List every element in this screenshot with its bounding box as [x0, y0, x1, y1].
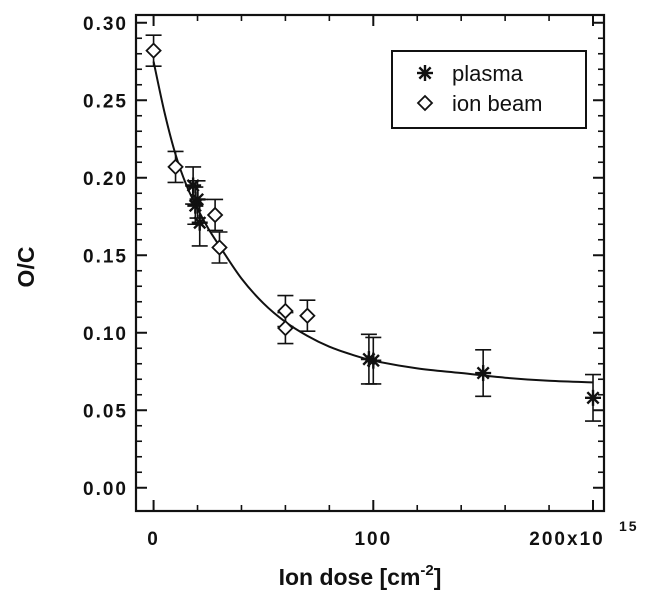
ion-beam-point: [145, 42, 162, 59]
legend-box: [391, 50, 587, 129]
y-tick-label: 0.30: [83, 14, 128, 35]
plasma-point: [475, 365, 492, 382]
x-tick-label: 100: [354, 529, 392, 550]
legend-marker-plasma: [417, 65, 433, 81]
y-tick-label: 0.10: [83, 324, 128, 345]
plasma-point: [365, 352, 382, 369]
plot-frame: [134, 13, 606, 513]
plasma-point: [585, 389, 602, 406]
x-tick-label: 200x10: [529, 529, 604, 550]
legend-marker-ion-beam: [416, 94, 434, 112]
y-tick-label: 0.15: [83, 246, 128, 267]
ion-beam-point: [299, 307, 316, 324]
x-tick-label: 0: [147, 529, 160, 550]
x-axis-title: Ion dose [cm-2]: [279, 562, 442, 590]
legend-label-ion-beam: ion beam: [452, 91, 543, 116]
axis-ticks: [136, 15, 604, 511]
y-tick-label: 0.00: [83, 479, 128, 500]
ion-beam-point: [167, 158, 184, 176]
ion-beam-point: [277, 302, 294, 320]
y-tick-label: 0.05: [83, 401, 128, 422]
ion-beam-point: [211, 239, 228, 256]
x-tick-exponent: 15: [619, 518, 639, 534]
ion-beam-point: [277, 319, 294, 337]
plasma-point: [185, 177, 202, 194]
legend: plasma ion beam: [391, 50, 587, 129]
y-axis-title: O/C: [13, 247, 39, 288]
ion-beam-point: [206, 206, 224, 224]
y-tick-label: 0.20: [83, 169, 128, 190]
plasma-point: [189, 191, 206, 208]
y-tick-label: 0.25: [83, 91, 128, 112]
plasma-point: [191, 214, 208, 231]
legend-label-plasma: plasma: [452, 61, 524, 86]
